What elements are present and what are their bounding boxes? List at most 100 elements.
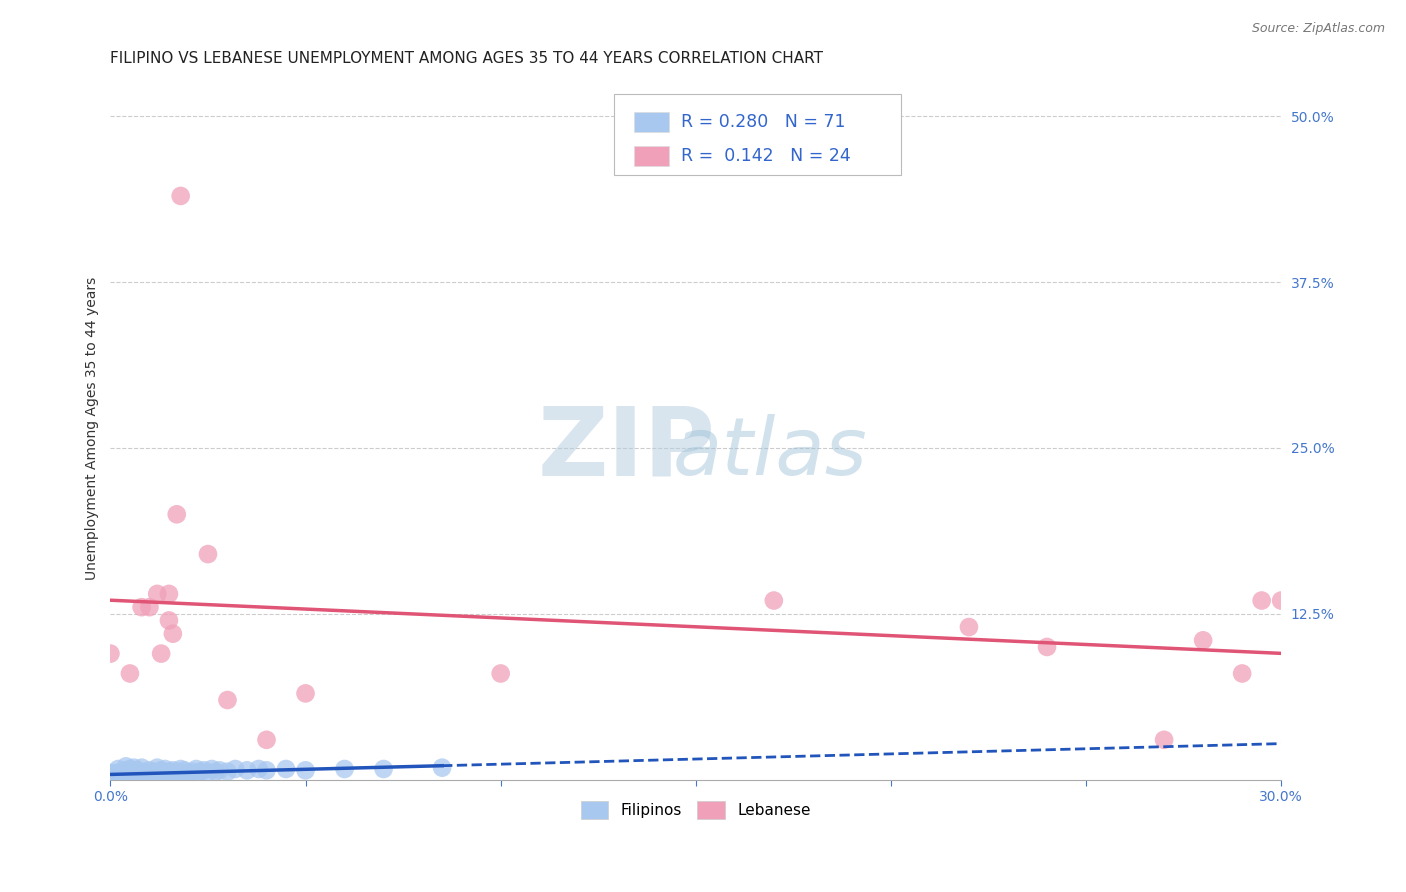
- Point: [1192, 633, 1215, 648]
- Text: ZIP: ZIP: [537, 402, 716, 496]
- Point: [1230, 666, 1253, 681]
- Point: [181, 764, 204, 779]
- Point: [201, 762, 224, 776]
- Point: [247, 762, 270, 776]
- Point: [146, 761, 169, 775]
- Point: [217, 764, 239, 779]
- Point: [122, 766, 145, 780]
- Text: R = 0.280   N = 71: R = 0.280 N = 71: [681, 113, 845, 131]
- Point: [135, 769, 157, 783]
- Point: [294, 764, 316, 778]
- Point: [153, 767, 176, 781]
- Point: [150, 764, 173, 778]
- Point: [373, 762, 395, 776]
- Point: [166, 769, 188, 783]
- Text: R =  0.142   N = 24: R = 0.142 N = 24: [681, 147, 851, 165]
- Point: [333, 762, 356, 776]
- Point: [186, 767, 208, 781]
- Point: [115, 759, 138, 773]
- Point: [118, 769, 141, 783]
- Point: [153, 762, 176, 776]
- Point: [166, 508, 188, 522]
- Point: [122, 770, 145, 784]
- Point: [1153, 732, 1175, 747]
- Point: [762, 593, 785, 607]
- Point: [430, 761, 453, 775]
- Y-axis label: Unemployment Among Ages 35 to 44 years: Unemployment Among Ages 35 to 44 years: [86, 277, 100, 580]
- Point: [118, 766, 141, 780]
- Point: [173, 764, 195, 778]
- Point: [224, 762, 246, 776]
- Point: [208, 764, 231, 778]
- Point: [100, 772, 122, 787]
- Point: [157, 614, 180, 628]
- Point: [127, 772, 149, 787]
- Point: [107, 769, 129, 783]
- Point: [186, 762, 208, 776]
- Point: [489, 666, 512, 681]
- Point: [115, 769, 138, 783]
- Point: [169, 189, 191, 203]
- Legend: Filipinos, Lebanese: Filipinos, Lebanese: [575, 795, 817, 825]
- Point: [115, 764, 138, 778]
- Point: [1036, 640, 1059, 654]
- Point: [1270, 593, 1292, 607]
- Point: [146, 587, 169, 601]
- Point: [111, 772, 134, 787]
- Point: [294, 686, 316, 700]
- Point: [193, 764, 215, 778]
- Point: [127, 764, 149, 778]
- Point: [256, 732, 278, 747]
- Point: [162, 767, 184, 781]
- Point: [103, 772, 125, 787]
- Text: FILIPINO VS LEBANESE UNEMPLOYMENT AMONG AGES 35 TO 44 YEARS CORRELATION CHART: FILIPINO VS LEBANESE UNEMPLOYMENT AMONG …: [111, 51, 824, 66]
- Text: Source: ZipAtlas.com: Source: ZipAtlas.com: [1251, 22, 1385, 36]
- Point: [122, 761, 145, 775]
- Point: [118, 772, 141, 787]
- Point: [131, 761, 153, 775]
- Point: [131, 770, 153, 784]
- Bar: [634, 146, 669, 166]
- Text: atlas: atlas: [672, 414, 868, 491]
- Point: [107, 772, 129, 787]
- Point: [274, 762, 297, 776]
- Point: [146, 770, 169, 784]
- Point: [146, 766, 169, 780]
- Point: [217, 693, 239, 707]
- Point: [166, 764, 188, 779]
- Point: [115, 772, 138, 787]
- Point: [131, 600, 153, 615]
- Point: [118, 666, 141, 681]
- FancyBboxPatch shape: [614, 95, 901, 175]
- Point: [162, 764, 184, 778]
- Point: [107, 762, 129, 776]
- Point: [138, 767, 160, 781]
- Point: [100, 766, 122, 780]
- Point: [138, 764, 160, 778]
- Point: [197, 766, 219, 780]
- Point: [118, 762, 141, 776]
- Point: [169, 762, 191, 776]
- Point: [177, 766, 200, 780]
- Point: [173, 767, 195, 781]
- Point: [131, 766, 153, 780]
- Point: [957, 620, 980, 634]
- Point: [1250, 593, 1272, 607]
- Point: [135, 764, 157, 779]
- Point: [142, 769, 165, 783]
- Point: [127, 767, 149, 781]
- Point: [162, 626, 184, 640]
- Point: [150, 647, 173, 661]
- Point: [150, 769, 173, 783]
- Point: [138, 772, 160, 786]
- Point: [256, 764, 278, 778]
- Point: [204, 764, 226, 779]
- Point: [103, 766, 125, 780]
- Point: [100, 647, 122, 661]
- Point: [111, 764, 134, 779]
- Point: [197, 547, 219, 561]
- Point: [157, 770, 180, 784]
- Point: [157, 587, 180, 601]
- Point: [111, 769, 134, 783]
- Point: [157, 764, 180, 779]
